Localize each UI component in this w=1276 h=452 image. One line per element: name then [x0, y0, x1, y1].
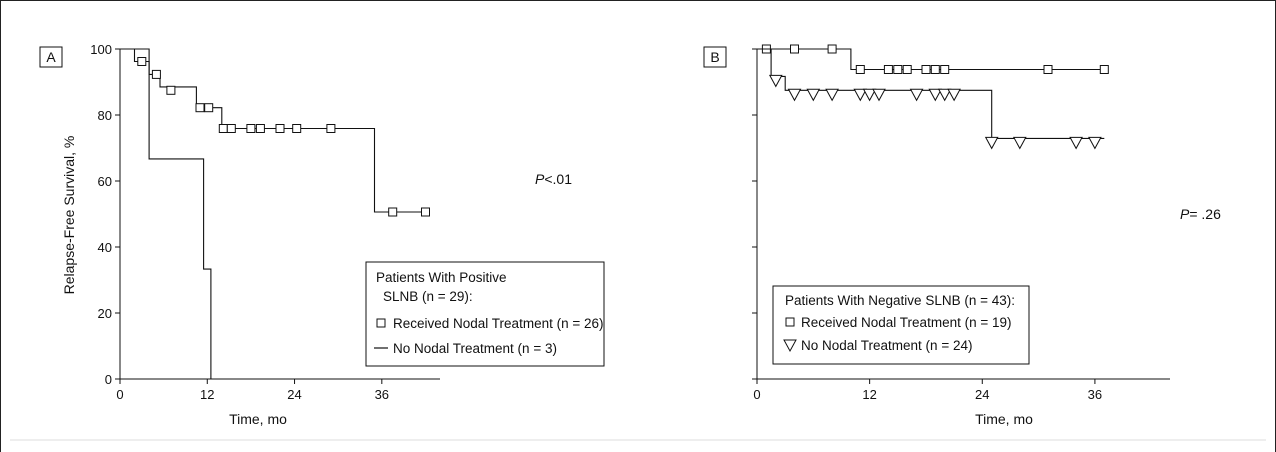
panel-b-legend-entry-1: Received Nodal Treatment (n = 19) — [801, 315, 1011, 330]
panel-b-p-value: P= .26 — [1180, 206, 1221, 222]
panel-b-legend-box — [772, 285, 1030, 365]
panel-b-series-0-line — [757, 48, 1105, 71]
panel-a-y-tick-label: 100 — [90, 42, 112, 57]
panel-b-series-0-censor-mark — [940, 65, 950, 74]
panel-a-series-0-censor-mark — [226, 124, 236, 133]
panel-b-series-1-line — [757, 48, 1105, 139]
panel-b-curves — [757, 44, 1109, 150]
panel-b-series-1-censor-mark — [928, 88, 943, 102]
panel-a-ylabel: Relapse-Free Survival, % — [61, 136, 77, 295]
panel-a-curves — [120, 48, 430, 379]
panel-b-series-1-censor-mark — [806, 88, 821, 102]
panel-b-series-1-censor-mark — [853, 88, 868, 102]
panel-b-series-1-censor-mark — [862, 88, 877, 102]
panel-b-label: B — [710, 49, 719, 65]
panel-b-series-0-censor-mark — [790, 44, 799, 54]
panel-b-x-tick-label: 0 — [753, 387, 760, 402]
panel-b-x-tick-label: 12 — [862, 387, 876, 402]
panel-a-y-tick-label: 80 — [98, 108, 112, 123]
panel-a-legend-entry-1: Received Nodal Treatment (n = 26) — [393, 316, 603, 331]
panel-a-label: A — [46, 49, 56, 65]
panel-a-series-0-censor-mark — [275, 124, 285, 133]
panel-b-x-tick-label: 36 — [1088, 387, 1102, 402]
panel-b-series-0-censor-mark — [827, 44, 837, 54]
panel-a-x-tick-label: 36 — [375, 387, 389, 402]
panel-a-series-0-censor-mark — [204, 103, 214, 113]
panel-a-series-0-censor-mark — [421, 207, 430, 217]
panel-b-series-0-censor-mark — [893, 65, 903, 74]
panel-a-series-0-censor-mark — [137, 57, 147, 66]
panel-a-x-tick-label: 0 — [116, 387, 123, 402]
panel-a-series-0-censor-mark — [218, 124, 228, 133]
panel-a-legend-title-1: Patients With Positive — [376, 270, 507, 285]
panel-a-series-0-censor-mark — [151, 69, 161, 79]
panel-a-y-tick-label: 20 — [98, 306, 112, 321]
panel-a-series-0-censor-mark — [326, 124, 336, 133]
panel-b-series-0-censor-mark — [855, 65, 865, 74]
panel-b-series-0-censor-mark — [902, 65, 912, 74]
panel-b-label-box — [703, 46, 727, 68]
panel-a-legend-entry-2: No Nodal Treatment (n = 3) — [393, 341, 557, 356]
panel-b-legend-title: Patients With Negative SLNB (n = 43): — [785, 293, 1015, 308]
panel-a-p-value: P<.01 — [535, 171, 572, 187]
panel-a-y-tick-label: 40 — [98, 240, 112, 255]
panel-a-y-tick-label: 0 — [105, 372, 112, 387]
panel-a-series-0-censor-mark — [246, 124, 256, 133]
panel-b-legend: Patients With Negative SLNB (n = 43): Re… — [772, 285, 1030, 365]
panel-a-y-tick-label: 60 — [98, 174, 112, 189]
panel-a-axes: 0 12 24 36 0 20 40 60 80 100 — [90, 42, 440, 402]
panel-b-series-0-censor-mark — [930, 65, 940, 74]
panel-b-series-0-censor-mark — [921, 65, 931, 74]
panel-b-p-number: = .26 — [1189, 206, 1221, 222]
panel-a: A Relapse-Free Survival, % Time, mo 0 12 2… — [39, 42, 605, 427]
panel-a-series-0-censor-mark — [292, 124, 302, 133]
panel-a-series-0-censor-mark — [388, 207, 398, 217]
panel-b-series-1-censor-mark — [937, 88, 952, 102]
panel-b-xlabel: Time, mo — [975, 411, 1033, 427]
panel-a-x-tick-label: 24 — [287, 387, 301, 402]
panel-a-legend: Patients With Positive SLNB (n = 29): Re… — [365, 261, 605, 367]
panel-b-legend-triangle-marker — [783, 339, 797, 353]
panel-a-xlabel: Time, mo — [229, 411, 287, 427]
panel-a-series-0-censor-mark — [255, 124, 265, 133]
panel-a-p-letter: P — [535, 171, 545, 187]
panel-b-series-1-censor-mark — [984, 136, 999, 150]
panel-a-series-0-censor-mark — [166, 85, 176, 95]
panel-b-series-1-censor-mark — [872, 88, 886, 102]
panel-b-series-0-censor-mark — [1043, 65, 1053, 74]
panel-b: B Time, mo 0 12 24 36 P= .26 Patients With … — [703, 44, 1221, 427]
panel-b-series-1-censor-mark — [768, 74, 783, 88]
panel-a-p-number: <.01 — [544, 171, 572, 187]
panel-b-p-letter: P — [1180, 206, 1190, 222]
panel-b-x-tick-label: 24 — [975, 387, 989, 402]
panel-b-axes: 0 12 24 36 — [752, 48, 1170, 402]
panel-a-legend-square-marker — [376, 318, 386, 328]
panel-b-series-1-censor-mark — [787, 88, 802, 102]
panel-a-series-0-line — [120, 48, 426, 213]
panel-a-series-1-line — [120, 48, 212, 379]
panel-b-series-1-censor-mark — [1012, 136, 1027, 150]
panel-b-series-0-censor-mark — [883, 65, 893, 74]
panel-a-label-box — [39, 46, 63, 68]
panel-b-series-1-censor-mark — [947, 88, 961, 102]
panel-a-x-tick-label: 12 — [200, 387, 214, 402]
panel-b-legend-square-marker — [785, 317, 795, 327]
panel-b-series-0-censor-mark — [1099, 65, 1109, 74]
panel-b-series-1-censor-mark — [1069, 136, 1083, 150]
panel-b-legend-entry-2: No Nodal Treatment (n = 24) — [801, 338, 972, 353]
panel-b-series-1-censor-mark — [825, 88, 839, 102]
panel-b-series-1-censor-mark — [909, 88, 924, 102]
panel-a-series-0-censor-mark — [195, 103, 205, 113]
panel-a-legend-title-2: SLNB (n = 29): — [383, 289, 473, 304]
panel-a-legend-box — [365, 261, 605, 367]
panel-b-series-1-censor-mark — [1088, 136, 1102, 150]
